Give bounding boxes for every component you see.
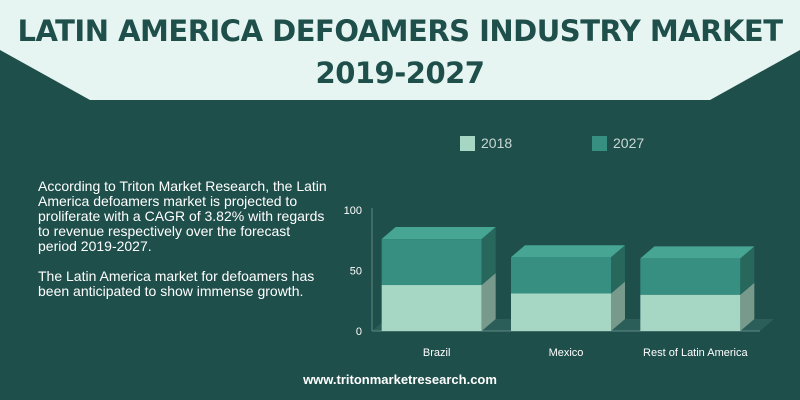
- bar-side: [740, 246, 755, 295]
- bar-front: [381, 239, 482, 286]
- legend-label-2027: 2027: [613, 135, 645, 151]
- legend-item-2018: 2018: [460, 134, 512, 152]
- bar-mexico-2027: [511, 245, 625, 294]
- bar-side: [740, 282, 755, 331]
- bar-front: [511, 257, 611, 294]
- legend-item-2027: 2027: [592, 134, 644, 152]
- y-tick-label: 50: [350, 266, 362, 278]
- bar-brazil-2027: [381, 227, 496, 286]
- page-title: LATIN AMERICA DEFOAMERS INDUSTRY MARKET: [17, 14, 783, 48]
- title-banner: LATIN AMERICA DEFOAMERS INDUSTRY MARKET …: [0, 0, 800, 100]
- bar-side: [481, 227, 496, 286]
- bar-top: [511, 245, 625, 258]
- page-title-years: 2019-2027: [315, 56, 485, 90]
- bar-front: [381, 285, 482, 331]
- bar-side: [611, 281, 625, 331]
- y-tick-label: 100: [344, 205, 362, 217]
- bar-front: [640, 294, 741, 331]
- bar-front: [640, 258, 741, 295]
- x-tick-label: Brazil: [423, 347, 451, 359]
- x-tick-label: Rest of Latin America: [643, 347, 748, 359]
- bar-front: [511, 293, 611, 331]
- bar-top: [640, 246, 755, 259]
- bar-mexico-2018: [511, 281, 625, 331]
- legend-swatch-2027: [592, 135, 607, 151]
- bar-side: [611, 245, 625, 294]
- legend-swatch-2018: [460, 135, 475, 151]
- y-tick-label: 0: [356, 326, 362, 338]
- legend-label-2018: 2018: [481, 135, 513, 151]
- bar-brazil-2018: [381, 273, 496, 331]
- bar-rest-of-latin-america-2018: [640, 282, 755, 331]
- description-paragraph-2: The Latin America market for defoamers h…: [38, 268, 315, 299]
- x-tick-label: Mexico: [549, 347, 584, 359]
- description-paragraph-1: According to Triton Market Research, the…: [38, 178, 327, 254]
- bar-rest-of-latin-america-2027: [640, 246, 755, 295]
- bar-side: [481, 273, 496, 331]
- banner-shape: [0, 0, 800, 100]
- bar-top: [381, 227, 496, 240]
- description-text: According to Triton Market Research, the…: [38, 179, 328, 314]
- website-url: www.tritonmarketresearch.com: [303, 372, 497, 387]
